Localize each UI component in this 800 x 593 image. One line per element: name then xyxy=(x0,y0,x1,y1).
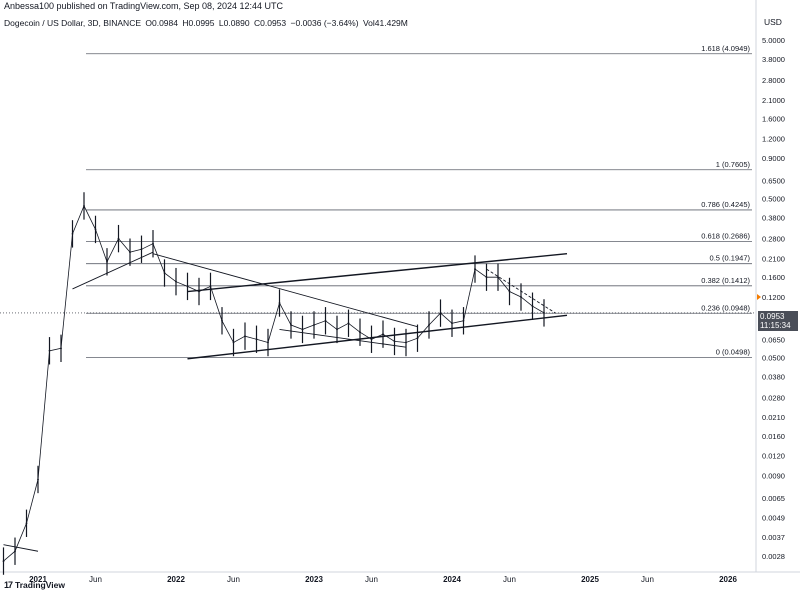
ohlc-legend: Dogecoin / US Dollar, 3D, BINANCE O0.098… xyxy=(4,18,410,28)
y-tick-label: 0.0650 xyxy=(762,335,785,344)
y-tick-label: 0.0090 xyxy=(762,472,785,481)
trendline xyxy=(486,268,556,314)
x-tick-label: 2026 xyxy=(719,575,737,584)
y-tick-label: 0.0065 xyxy=(762,494,785,503)
trendline xyxy=(187,314,568,360)
trendlines xyxy=(3,251,568,552)
y-tick-label: 0.0037 xyxy=(762,533,785,542)
y-tick-label: 0.0210 xyxy=(762,413,785,422)
y-tick-label: 0.2100 xyxy=(762,254,785,263)
y-axis-unit: USD xyxy=(764,17,782,27)
price-series xyxy=(2,192,545,575)
fib-level-label: 1.618 (4.0949) xyxy=(701,44,750,53)
y-tick-label: 1.2000 xyxy=(762,134,785,143)
last-price-value: 0.0953 xyxy=(760,312,785,321)
x-tick-label: Jun xyxy=(503,575,516,584)
y-tick-label: 0.0380 xyxy=(762,372,785,381)
y-tick-label: 0.1600 xyxy=(762,273,785,282)
open-value: O0.0984 xyxy=(145,18,178,28)
y-tick-label: 0.0120 xyxy=(762,452,785,461)
fib-levels: 1.618 (4.0949) 1 (0.7605) 0.786 (0.4245) 0.… xyxy=(0,44,756,359)
x-tick-label: 2025 xyxy=(581,575,599,584)
y-axis: USD 5.0000 3.8000 2.8000 2.1000 1.6000 1.2000 0… xyxy=(757,17,785,561)
fib-level-label: 0.236 (0.0948) xyxy=(701,303,750,312)
y-tick-label: 3.8000 xyxy=(762,55,785,64)
y-tick-label: 0.3800 xyxy=(762,214,785,223)
price-line xyxy=(3,204,545,562)
tradingview-branding[interactable]: 17 TradingView xyxy=(4,580,65,590)
x-tick-label: Jun xyxy=(89,575,102,584)
fib-level-label: 0.618 (0.2686) xyxy=(701,232,750,241)
x-tick-label: 2021 xyxy=(29,575,47,584)
tradingview-brand-text: TradingView xyxy=(15,580,65,590)
trendline xyxy=(187,253,568,293)
fib-level-label: 0 (0.0498) xyxy=(716,348,751,357)
fib-level-label: 1 (0.7605) xyxy=(716,160,751,169)
alert-marker-icon xyxy=(757,294,761,301)
fib-level-label: 0.786 (0.4245) xyxy=(701,200,750,209)
y-tick-label: 0.0280 xyxy=(762,393,785,402)
y-tick-label: 0.0028 xyxy=(762,552,785,561)
y-tick-label: 0.0049 xyxy=(762,513,785,522)
x-tick-label: 2023 xyxy=(305,575,323,584)
symbol-title: Dogecoin / US Dollar, 3D, BINANCE xyxy=(4,18,141,28)
y-tick-label: 0.6500 xyxy=(762,177,785,186)
x-tick-label: Jun xyxy=(365,575,378,584)
fib-level-label: 0.5 (0.1947) xyxy=(710,254,751,263)
y-tick-label: 0.0160 xyxy=(762,432,785,441)
trendline xyxy=(72,251,154,290)
y-tick-label: 2.1000 xyxy=(762,96,785,105)
x-tick-label: 2022 xyxy=(167,575,185,584)
published-by-line: Anbessa100 published on TradingView.com,… xyxy=(4,1,284,11)
x-tick-label: 2024 xyxy=(443,575,461,584)
chart-grid xyxy=(0,0,800,573)
last-price-tag: 0.0953 11:15:34 xyxy=(758,311,798,331)
y-tick-label: 0.0500 xyxy=(762,353,785,362)
fib-level-label: 0.382 (0.1412) xyxy=(701,276,750,285)
low-value: L0.0890 xyxy=(218,18,250,28)
y-tick-label: 0.9000 xyxy=(762,154,785,163)
x-tick-label: Jun xyxy=(641,575,654,584)
close-value: C0.0953 xyxy=(254,18,287,28)
x-tick-label: Jun xyxy=(227,575,240,584)
y-tick-label: 0.2800 xyxy=(762,235,785,244)
volume-value: Vol41.429M xyxy=(362,18,408,28)
high-value: H0.0995 xyxy=(182,18,215,28)
tradingview-logo-icon: 17 xyxy=(4,580,13,590)
change-value: −0.0036 (−3.64%) xyxy=(290,18,359,28)
y-tick-label: 5.0000 xyxy=(762,36,785,45)
x-axis: 2021 Jun 2022 Jun 2023 Jun 2024 Jun 2025 Jun 2026 xyxy=(29,575,737,584)
y-tick-label: 0.5000 xyxy=(762,195,785,204)
trendline xyxy=(152,253,418,328)
y-tick-label: 0.1200 xyxy=(762,293,785,302)
trendline xyxy=(3,544,39,552)
y-tick-label: 2.8000 xyxy=(762,76,785,85)
bar-timer: 11:15:34 xyxy=(760,321,791,330)
y-tick-label: 1.6000 xyxy=(762,115,785,124)
trendline xyxy=(279,328,407,348)
